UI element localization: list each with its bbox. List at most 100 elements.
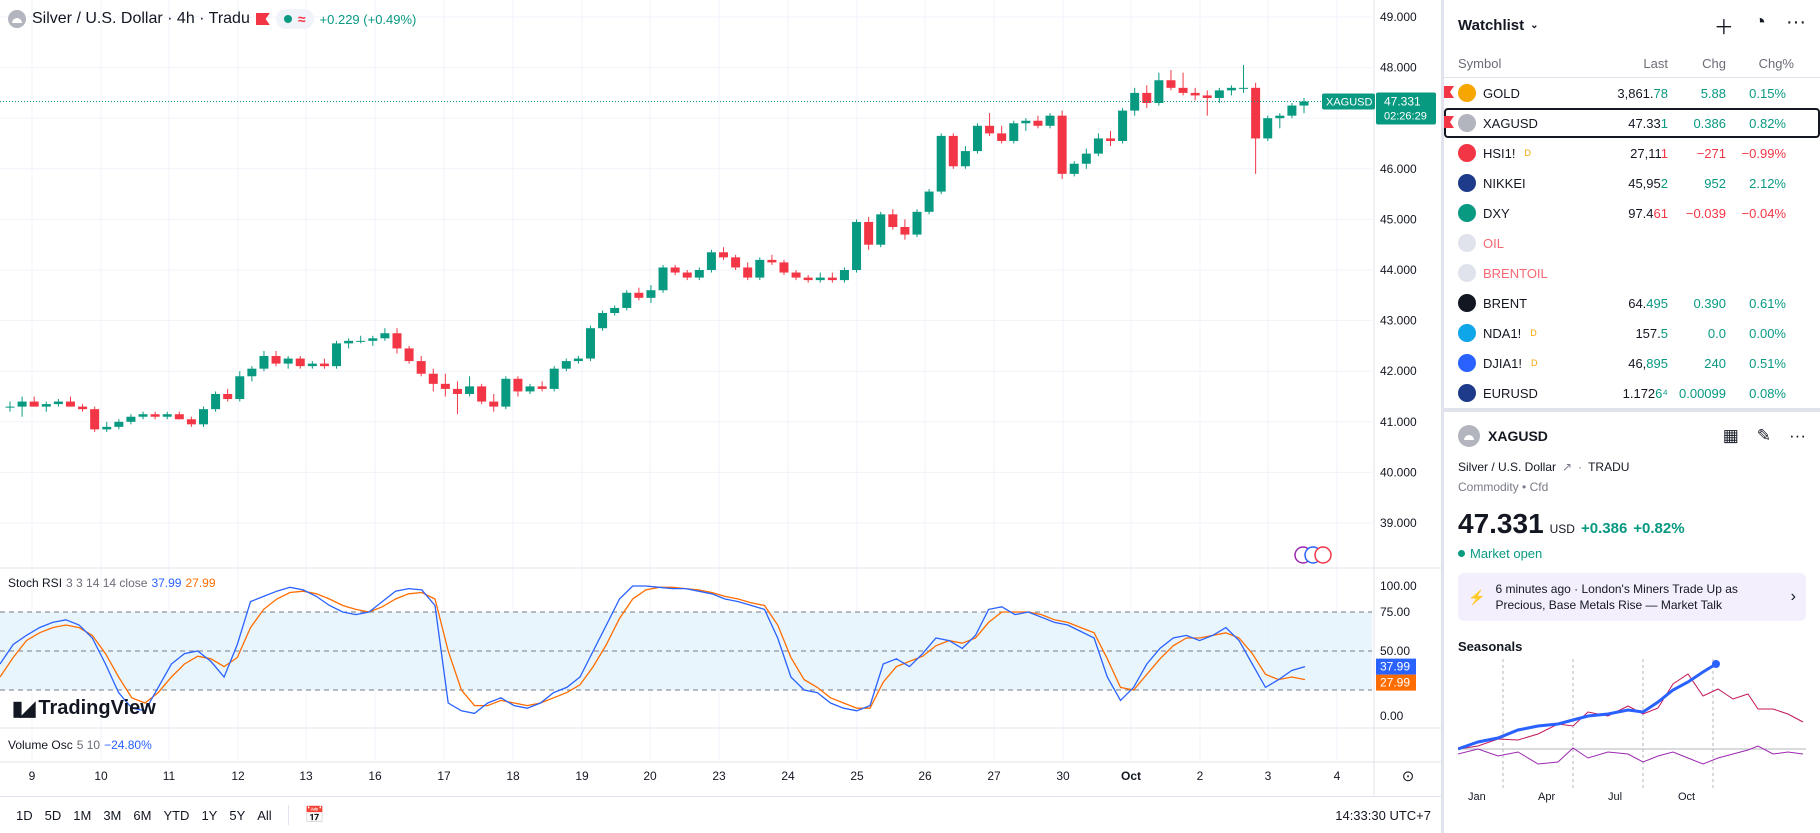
symbol-cell: HSI1! D xyxy=(1458,144,1608,162)
candle-body xyxy=(924,191,934,212)
details-name[interactable]: Silver / U.S. Dollar xyxy=(1458,460,1557,474)
symbol-logo-icon xyxy=(1458,294,1476,312)
event-flag-icon xyxy=(1314,546,1332,564)
price-axis-label: 43.000 xyxy=(1380,314,1417,328)
last-tail: 1 xyxy=(1660,115,1668,131)
col-chg[interactable]: Chg xyxy=(1702,56,1726,71)
range-button-1y[interactable]: 1Y xyxy=(201,807,218,823)
more-icon[interactable]: ··· xyxy=(1789,426,1806,445)
col-last[interactable]: Last xyxy=(1643,56,1668,71)
last-cell: 97.461 xyxy=(1608,206,1668,221)
watchlist-row-brentoil[interactable]: BRENTOIL xyxy=(1444,258,1820,288)
chart-pane[interactable]: 49.00048.00047.00046.00045.00044.00043.0… xyxy=(0,0,1442,833)
chart-canvas[interactable]: 49.00048.00047.00046.00045.00044.00043.0… xyxy=(0,0,1442,833)
candle-body xyxy=(416,361,426,374)
candle-body xyxy=(888,214,898,227)
range-button-5d[interactable]: 5D xyxy=(44,807,62,823)
stoch-rsi-legend[interactable]: Stoch RSI 3 3 14 14 close 37.99 27.99 xyxy=(8,576,216,590)
symbol-name: OIL xyxy=(1483,235,1504,251)
details-symbol[interactable]: XAGUSD xyxy=(1488,428,1548,444)
silver-symbol-icon xyxy=(1458,425,1480,447)
watchlist-row-nikkei[interactable]: NIKKEI 45,952 952 2.12% xyxy=(1444,168,1820,198)
candle-body xyxy=(283,358,293,364)
external-link-icon[interactable]: ↗ xyxy=(1562,460,1573,474)
candle-body xyxy=(791,272,801,278)
candle-body xyxy=(549,368,559,389)
chg-pct-cell: −0.99% xyxy=(1741,145,1786,161)
clock[interactable]: 14:33:30 UTC+7 xyxy=(1335,807,1431,823)
range-button-5y[interactable]: 5Y xyxy=(229,807,246,823)
watchlist-row-dxy[interactable]: DXY 97.461 −0.039 −0.04% xyxy=(1444,198,1820,228)
stoch-d-tag-text: 27.99 xyxy=(1380,676,1410,690)
flag-icon[interactable] xyxy=(1444,86,1454,98)
market-status-pill[interactable]: ≈ xyxy=(275,9,314,29)
watchlist-row-djia1[interactable]: DJIA1! D 46,895 240 0.51% xyxy=(1444,348,1820,378)
seasonals-title[interactable]: Seasonals xyxy=(1458,639,1523,654)
candle-body xyxy=(1142,92,1152,104)
details-currency: USD xyxy=(1549,522,1575,536)
volume-osc-legend[interactable]: Volume Osc 5 10 −24.80% xyxy=(8,738,152,752)
watchlist-header: Watchlist ⌄ ＋ ◔ ··· xyxy=(1444,0,1820,50)
flag-icon[interactable] xyxy=(1444,116,1454,128)
candle-body xyxy=(477,386,487,402)
symbol-name: DJIA1! xyxy=(1483,355,1523,371)
news-item[interactable]: ⚡ 6 minutes ago · London's Miners Trade … xyxy=(1458,573,1806,621)
grid-icon[interactable]: ▦ xyxy=(1722,426,1739,445)
candle-body xyxy=(1093,138,1103,154)
time-axis-label: 25 xyxy=(850,769,864,783)
legend-title[interactable]: Silver / U.S. Dollar · 4h · Tradu xyxy=(32,10,250,27)
symbol-logo-icon xyxy=(1458,384,1476,402)
price-tag-value: 47.331 xyxy=(1384,94,1421,108)
last-main: 64. xyxy=(1628,295,1647,311)
add-symbol-icon[interactable]: ＋ xyxy=(1713,16,1734,39)
tradingview-logo-text: TradingView xyxy=(38,697,156,719)
stoch-k-line xyxy=(0,585,1306,715)
details-subtype: Cfd xyxy=(1529,480,1549,494)
candle-body xyxy=(332,343,342,367)
time-axis-label: 11 xyxy=(163,769,176,783)
chg-cell: 240 xyxy=(1704,355,1726,371)
time-axis-label: 3 xyxy=(1265,769,1272,783)
watchlist-row-brent[interactable]: BRENT 64.495 0.390 0.61% xyxy=(1444,288,1820,318)
flag-icon[interactable] xyxy=(255,13,270,25)
more-icon[interactable]: ··· xyxy=(1786,10,1806,33)
watchlist-row-oil[interactable]: OIL xyxy=(1444,228,1820,258)
symbol-name: EURUSD xyxy=(1483,385,1538,401)
symbol-tag-text: XAGUSD xyxy=(1326,96,1373,108)
goto-date-icon[interactable]: 📅 xyxy=(304,807,325,824)
news-text: 6 minutes ago · London's Miners Trade Up… xyxy=(1495,582,1738,612)
range-button-6m[interactable]: 6M xyxy=(133,807,152,823)
tradingview-logo[interactable]: ▮◢ TradingView xyxy=(12,696,156,721)
range-button-1m[interactable]: 1M xyxy=(73,807,92,823)
price-axis-label: 49.000 xyxy=(1380,10,1417,24)
stoch-d-tag xyxy=(1376,674,1416,691)
advanced-view-icon[interactable]: ◔ xyxy=(1753,10,1767,33)
range-button-ytd[interactable]: YTD xyxy=(163,807,190,823)
watchlist-row-eurusd[interactable]: EURUSD 1.1726⁴ 0.00099 0.08% xyxy=(1444,378,1820,408)
symbol-logo-icon xyxy=(1458,114,1476,132)
range-button-all[interactable]: All xyxy=(257,807,272,823)
price-tag xyxy=(1376,92,1436,125)
col-chg-pct[interactable]: Chg% xyxy=(1758,56,1794,71)
seasonals-chart[interactable]: Jan Apr Jul Oct xyxy=(1457,654,1806,804)
details-change-pct: +0.82% xyxy=(1633,520,1685,537)
chevron-down-icon: ⌄ xyxy=(1530,19,1539,31)
chevron-right-icon: › xyxy=(1790,588,1796,605)
col-symbol[interactable]: Symbol xyxy=(1458,56,1502,71)
last-tail: 495 xyxy=(1646,295,1668,311)
candle-body xyxy=(53,401,63,405)
candle-body xyxy=(525,386,535,392)
last-main: 27,11 xyxy=(1630,145,1661,161)
last-tail: 1 xyxy=(1660,145,1668,161)
range-button-1d[interactable]: 1D xyxy=(16,807,33,823)
watchlist-row-xagusd[interactable]: XAGUSD 47.331 0.386 0.82% xyxy=(1444,108,1820,138)
watchlist-row-gold[interactable]: GOLD 3,861.78 5.88 0.15% xyxy=(1444,78,1820,108)
volume-osc-value: −24.80% xyxy=(104,738,152,752)
range-button-3m[interactable]: 3M xyxy=(103,807,122,823)
symbol-cell: XAGUSD xyxy=(1458,114,1608,132)
watchlist-title[interactable]: Watchlist ⌄ xyxy=(1458,17,1539,34)
watchlist-row-hsi1[interactable]: HSI1! D 27,111 −271 −0.99% xyxy=(1444,138,1820,168)
candle-body xyxy=(452,388,462,394)
edit-icon[interactable]: ✎ xyxy=(1756,426,1772,445)
watchlist-row-nda1[interactable]: NDA1! D 157.5 0.0 0.00% xyxy=(1444,318,1820,348)
